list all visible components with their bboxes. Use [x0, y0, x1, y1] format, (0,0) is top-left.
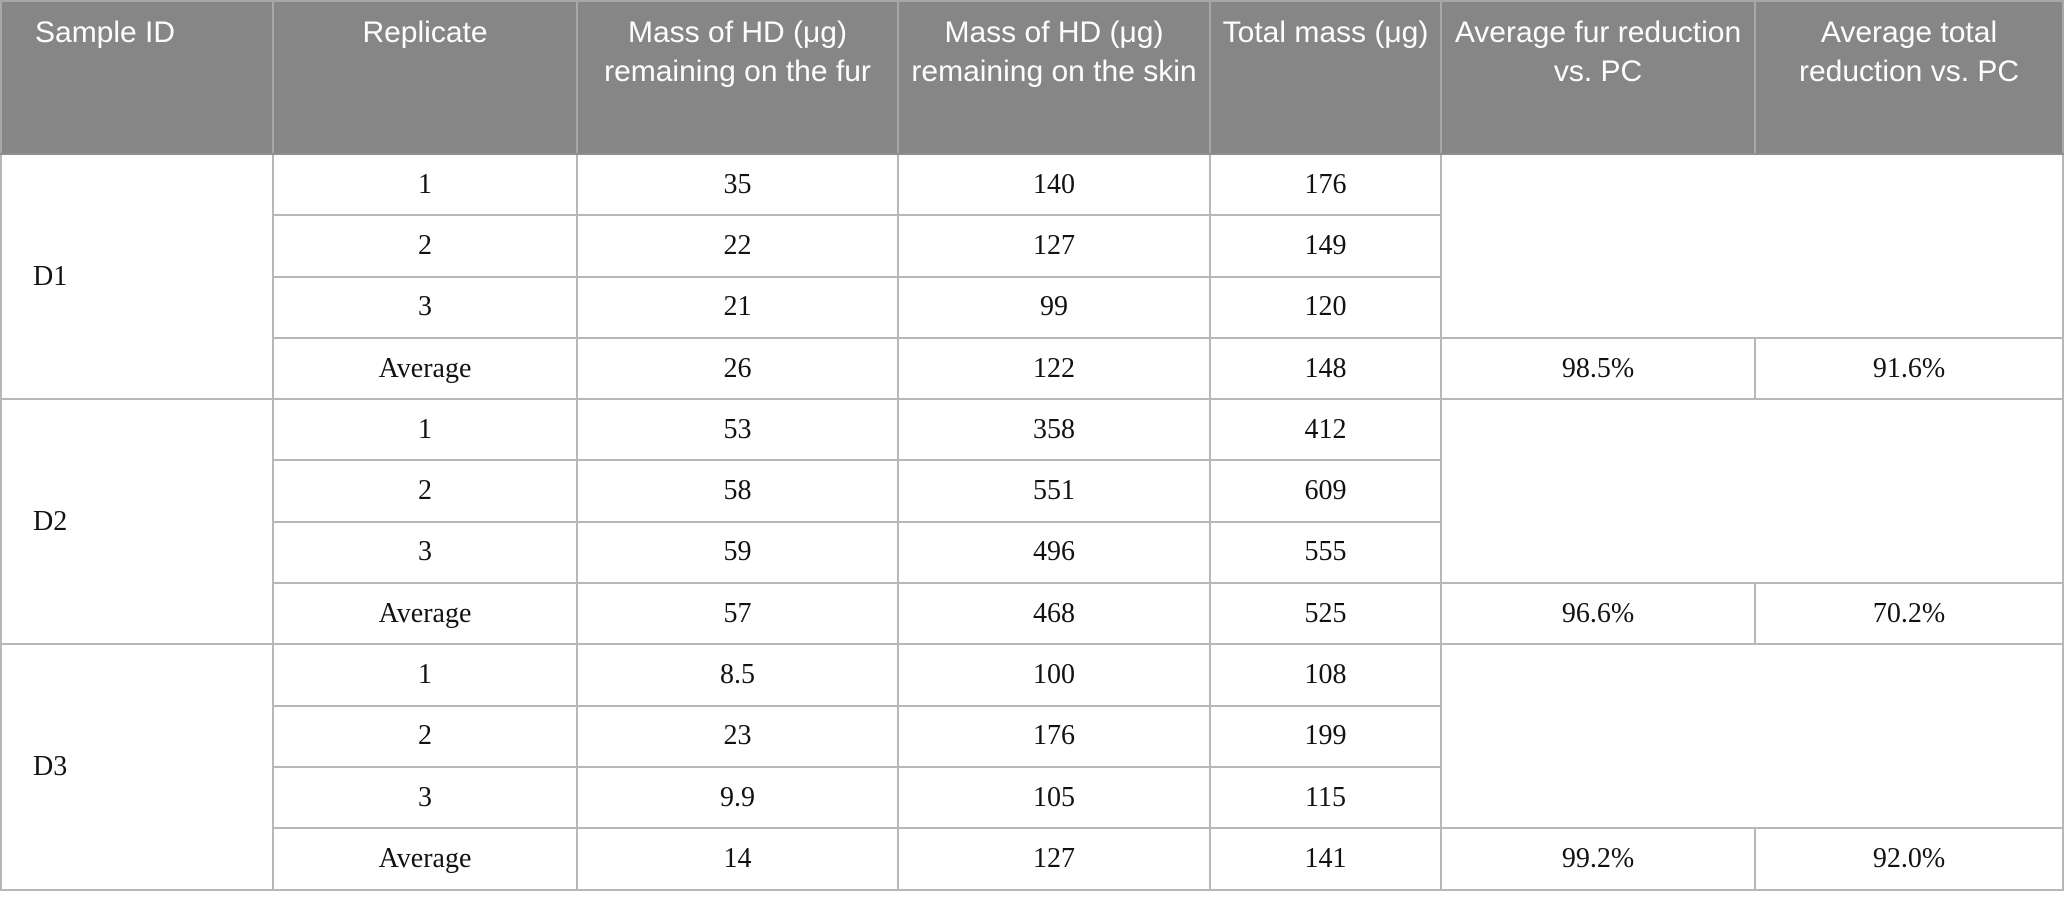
replicate-cell: Average: [272, 582, 578, 646]
total-mass-cell: 609: [1209, 459, 1442, 523]
fur-mass-cell: 59: [576, 520, 899, 585]
total-mass-cell: 120: [1209, 275, 1442, 339]
col-header-sample-id: Sample ID: [0, 0, 274, 155]
col-header-fur-mass: Mass of HD (μg) remaining on the fur: [576, 0, 899, 155]
replicate-cell: 1: [272, 152, 578, 217]
replicate-cell: 1: [272, 643, 578, 707]
table-row: 3 59 496 555: [1, 520, 2063, 585]
skin-mass-cell: 358: [897, 398, 1211, 462]
fur-mass-cell: 22: [576, 214, 899, 278]
average-row: Average 57 468 525 96.6% 70.2%: [1, 582, 2064, 646]
avg-fur-reduction-cell: 96.6%: [1440, 582, 1756, 646]
avg-total-reduction-cell: 70.2%: [1754, 582, 2064, 646]
table-row: D2 1 53 358 412: [0, 398, 2064, 646]
fur-mass-cell: 14: [576, 827, 899, 891]
skin-mass-cell: 99: [897, 275, 1211, 339]
fur-mass-cell: 35: [576, 152, 899, 217]
skin-mass-cell: 122: [897, 336, 1211, 401]
fur-mass-cell: 57: [576, 582, 899, 646]
skin-mass-cell: 176: [897, 704, 1211, 768]
total-mass-cell: 412: [1209, 398, 1442, 462]
total-mass-cell: 555: [1209, 520, 1442, 585]
total-mass-cell: 115: [1209, 765, 1442, 830]
sample-id-cell: D1: [0, 152, 274, 401]
col-header-replicate: Replicate: [272, 0, 578, 155]
header-row: Sample ID Replicate Mass of HD (μg) rema…: [0, 0, 2064, 155]
table-row: D3 1 8.5 100 108: [0, 643, 2064, 891]
total-mass-cell: 149: [1209, 214, 1442, 278]
fur-mass-cell: 9.9: [576, 765, 899, 830]
fur-mass-cell: 53: [576, 398, 899, 462]
total-mass-cell: 199: [1209, 704, 1442, 768]
skin-mass-cell: 140: [897, 152, 1211, 217]
fur-mass-cell: 23: [576, 704, 899, 768]
replicate-cell: Average: [272, 336, 578, 401]
skin-mass-cell: 127: [897, 827, 1211, 891]
avg-fur-reduction-cell: 98.5%: [1440, 336, 1756, 401]
sample-id-cell: D3: [0, 643, 274, 891]
skin-mass-cell: 100: [897, 643, 1211, 707]
total-mass-cell: 176: [1209, 152, 1442, 217]
replicate-cell: 2: [272, 704, 578, 768]
skin-mass-cell: 551: [897, 459, 1211, 523]
sample-id-cell: D2: [0, 398, 274, 646]
table-row: 2 23 176 199: [1, 704, 2063, 768]
replicate-cell: 2: [272, 214, 578, 278]
replicate-cell: 3: [272, 275, 578, 339]
skin-mass-cell: 496: [897, 520, 1211, 585]
average-row: Average 26 122 148 98.5% 91.6%: [1, 336, 2064, 401]
total-mass-cell: 525: [1209, 582, 1442, 646]
avg-total-reduction-cell: 91.6%: [1754, 336, 2064, 401]
avg-total-reduction-cell: 92.0%: [1754, 827, 2064, 891]
avg-fur-reduction-cell: 99.2%: [1440, 827, 1756, 891]
table-row: 2 22 127 149: [1, 214, 2063, 278]
fur-mass-cell: 8.5: [576, 643, 899, 707]
skin-mass-cell: 468: [897, 582, 1211, 646]
empty-spacer-cell: [1440, 643, 2064, 830]
fur-mass-cell: 21: [576, 275, 899, 339]
skin-mass-cell: 105: [897, 765, 1211, 830]
replicate-cell: 3: [272, 520, 578, 585]
replicate-cell: 3: [272, 765, 578, 830]
average-row: Average 14 127 141 99.2% 92.0%: [1, 827, 2064, 891]
table-row: D1 1 35 140 176: [0, 152, 2064, 401]
results-table: Sample ID Replicate Mass of HD (μg) rema…: [0, 0, 2064, 891]
skin-mass-cell: 127: [897, 214, 1211, 278]
col-header-avg-total-reduction: Average total reduction vs. PC: [1754, 0, 2064, 155]
fur-mass-cell: 58: [576, 459, 899, 523]
empty-spacer-cell: [1440, 153, 2064, 339]
table-row: 2 58 551 609: [1, 459, 2063, 523]
col-header-skin-mass: Mass of HD (μg) remaining on the skin: [897, 0, 1211, 155]
total-mass-cell: 141: [1209, 827, 1442, 891]
table-row: 3 9.9 105 115: [1, 765, 2063, 830]
fur-mass-cell: 26: [576, 336, 899, 401]
table-row: 3 21 99 120: [1, 275, 2063, 339]
total-mass-cell: 148: [1209, 336, 1442, 401]
col-header-avg-fur-reduction: Average fur reduction vs. PC: [1440, 0, 1756, 155]
col-header-total-mass: Total mass (μg): [1209, 0, 1442, 155]
replicate-cell: 2: [272, 459, 578, 523]
empty-spacer-cell: [1440, 398, 2064, 585]
replicate-cell: 1: [272, 398, 578, 462]
total-mass-cell: 108: [1209, 643, 1442, 707]
replicate-cell: Average: [272, 827, 578, 891]
